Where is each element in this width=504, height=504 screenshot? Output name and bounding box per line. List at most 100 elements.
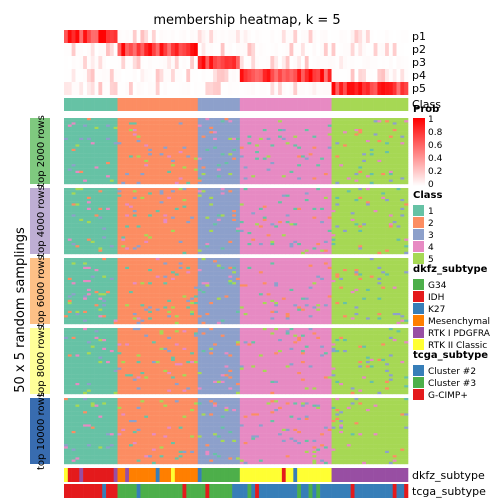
label-cell [293,122,298,125]
label-cell [178,157,183,160]
label-cell [174,216,179,219]
label-cell [109,229,114,233]
label-cell [144,181,149,185]
label-cell [232,146,237,149]
label-cell [232,159,237,163]
label-cell [285,133,290,136]
label-cell [163,120,168,123]
label-cell [163,192,168,195]
label-cell [392,170,397,174]
label-cell [343,203,348,206]
label-cell [289,144,294,147]
label-cell [251,120,256,123]
label-cell [255,225,260,228]
label-cell [209,137,214,141]
label-cell [224,199,229,202]
label-cell [350,133,355,136]
label-cell [213,201,218,204]
label-cell [350,212,355,215]
label-cell [167,229,172,233]
label-cell [297,194,302,197]
label-cell [396,122,401,125]
prob-cell [79,82,84,95]
label-cell [79,120,84,123]
label-cell [102,192,107,195]
label-cell [293,188,298,191]
label-cell [358,144,363,147]
label-cell [220,164,225,167]
label-cell [64,194,69,197]
label-cell [327,129,332,132]
label-cell [228,153,233,156]
label-cell [400,199,405,202]
label-cell [270,168,275,171]
label-cell [182,207,187,211]
label-cell [205,166,210,169]
label-cell [205,155,210,158]
label-cell [232,157,237,160]
label-cell [365,135,371,138]
prob-cell [213,69,218,82]
label-cell [201,122,206,125]
label-cell [281,194,286,197]
label-cell [243,203,248,206]
label-cell [289,131,294,134]
label-cell [262,153,267,156]
label-cell [94,151,99,154]
label-cell [148,129,153,132]
label-cell [167,170,172,174]
label-cell [128,170,134,174]
label-cell [346,214,351,217]
label-cell [308,137,313,141]
label-cell [331,144,336,147]
label-cell [293,203,298,206]
label-cell [369,173,374,176]
label-cell [293,131,298,134]
label-cell [171,126,176,130]
label-cell [327,157,332,160]
label-cell [159,133,164,136]
label-cell [174,225,179,228]
label-cell [258,140,264,143]
label-cell [396,221,401,224]
prob-cell [316,43,321,56]
label-cell [343,227,348,230]
label-cell [247,170,252,174]
label-cell [373,205,378,208]
label-cell [193,155,199,158]
label-cell [381,210,386,213]
label-cell [190,140,195,143]
label-cell [121,173,126,176]
label-cell [190,207,195,211]
label-cell [197,133,202,136]
label-cell [90,170,95,174]
label-cell [278,129,283,132]
label-cell [278,140,283,143]
label-cell [167,148,172,152]
prob-cell [216,82,222,95]
prob-cell [64,30,69,43]
label-cell [369,159,374,163]
label-cell [140,166,145,169]
prob-cell [404,69,409,82]
label-cell [354,205,359,208]
label-cell [171,166,176,169]
label-cell [67,177,72,180]
label-cell [362,175,367,178]
label-cell [377,159,382,163]
label-cell [236,122,241,125]
label-cell [278,118,283,121]
label-cell [281,177,286,180]
label-cell [209,205,214,208]
label-cell [125,126,130,130]
label-cell [75,223,80,226]
label-cell [213,223,218,226]
prob-cell [258,69,264,82]
label-cell [270,216,275,219]
label-cell [243,166,248,169]
label-cell [365,131,371,134]
label-cell [90,124,95,127]
label-cell [385,177,390,180]
label-cell [159,162,164,165]
label-cell [171,223,176,226]
